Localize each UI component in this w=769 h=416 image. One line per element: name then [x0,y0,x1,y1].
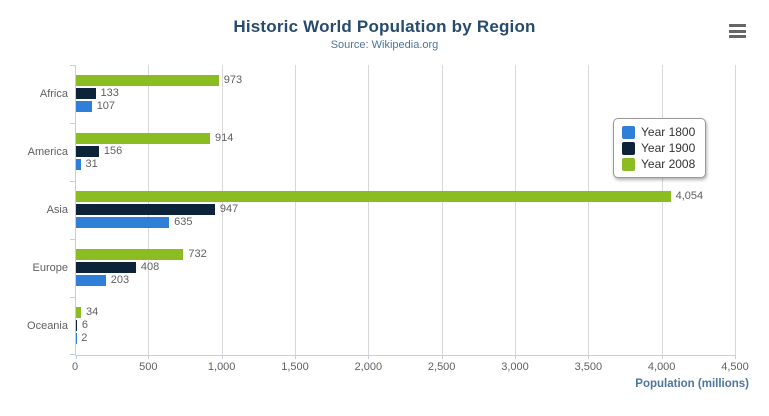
x-tick-label: 4,000 [647,361,676,373]
bar-asia-year-2008[interactable] [76,191,671,202]
gridline [588,65,590,355]
gridline [515,65,516,355]
hamburger-menu-icon [729,35,746,38]
legend-item-label: Year 1800 [641,125,696,139]
x-axis-tick [735,356,736,359]
x-axis-tick [661,356,663,359]
x-axis-tick [368,356,370,359]
x-axis-tick [148,356,150,359]
category-label-europe: Europe [32,262,68,274]
hamburger-menu-icon [729,29,746,33]
x-tick-label: 3,500 [574,361,603,373]
bar-oceania-year-1900[interactable] [76,320,77,331]
x-tick-label: 0 [71,361,79,373]
data-label-oceania-year-1900: 6 [81,319,88,331]
x-axis-title: Population (millions) [635,378,749,390]
data-label-asia-year-2008: 4,054 [675,190,704,202]
y-axis-tick [70,181,76,182]
gridline [368,65,370,355]
data-label-america-year-1800: 31 [85,158,98,170]
gridline [441,65,443,355]
x-tick-label: 2,000 [354,361,383,373]
data-label-america-year-1900: 156 [103,145,123,157]
legend-item-label: Year 1900 [641,141,696,155]
x-axis-tick [515,356,516,359]
y-axis-tick [70,297,76,298]
chart-title: Historic World Population by Region [233,17,536,36]
category-label-oceania: Oceania [27,320,68,332]
legend-item-label: Year 2008 [641,157,696,171]
bar-oceania-year-2008[interactable] [76,307,81,318]
bar-africa-year-1800[interactable] [76,101,92,112]
bar-america-year-1800[interactable] [76,159,81,170]
legend-item-year-1900[interactable]: Year 1900 [622,140,695,156]
x-tick-label: 500 [139,361,158,373]
data-label-africa-year-2008: 973 [223,74,243,86]
x-axis-tick [295,356,296,359]
gridline [735,65,736,355]
x-axis-tick [76,356,77,359]
data-label-africa-year-1800: 107 [96,100,116,112]
data-label-europe-year-1800: 203 [110,274,130,286]
legend-item-year-2008[interactable]: Year 2008 [622,156,695,172]
gridline [661,65,663,355]
bar-america-year-2008[interactable] [76,133,211,144]
y-axis-tick [70,65,76,66]
plot-area: 973 133 107 914 156 31 4,054 947 635 732 408 203 34 6… [70,65,736,359]
y-axis-tick [70,123,76,124]
category-label-africa: Africa [39,88,68,100]
bar-europe-year-1800[interactable] [76,275,106,286]
x-axis-tick [441,356,443,359]
bar-africa-year-1900[interactable] [76,88,96,99]
data-label-africa-year-1900: 133 [100,87,119,99]
export-menu-button[interactable] [729,24,747,38]
data-label-america-year-2008: 914 [215,132,234,144]
data-label-asia-year-1900: 947 [219,203,239,215]
y-axis-tick [70,239,76,240]
bar-asia-year-1900[interactable] [76,204,215,215]
x-tick-label: 2,500 [427,361,456,373]
chart-subtitle: Source: Wikipedia.org [330,39,439,51]
legend-symbol-icon [622,125,635,139]
bar-america-year-1900[interactable] [76,146,99,157]
data-label-oceania-year-2008: 34 [85,306,99,318]
bar-europe-year-1900[interactable] [76,262,136,273]
x-tick-label: 3,000 [501,361,529,373]
bar-europe-year-2008[interactable] [76,249,184,260]
gridline [295,65,296,355]
x-tick-label: 4,500 [721,361,749,373]
y-axis-tick [70,354,76,355]
x-tick-label: 1,000 [207,361,236,373]
bar-asia-year-1800[interactable] [76,217,170,228]
data-label-europe-year-2008: 732 [188,248,207,260]
x-axis-tick [221,356,223,359]
data-label-oceania-year-1800: 2 [81,332,88,344]
legend-symbol-icon [622,157,635,171]
data-label-asia-year-1800: 635 [174,216,193,228]
bar-africa-year-2008[interactable] [76,75,219,86]
legend: Year 1800 Year 1900 Year 2008 [613,118,707,178]
gridline [221,65,223,355]
legend-item-year-1800[interactable]: Year 1800 [622,124,695,140]
x-tick-label: 1,500 [281,361,309,373]
hamburger-menu-icon [729,24,746,27]
category-label-asia: Asia [46,204,68,216]
category-label-america: America [27,146,68,158]
x-axis-tick [588,356,590,359]
data-label-europe-year-1900: 408 [140,261,160,273]
legend-symbol-icon [622,141,635,155]
